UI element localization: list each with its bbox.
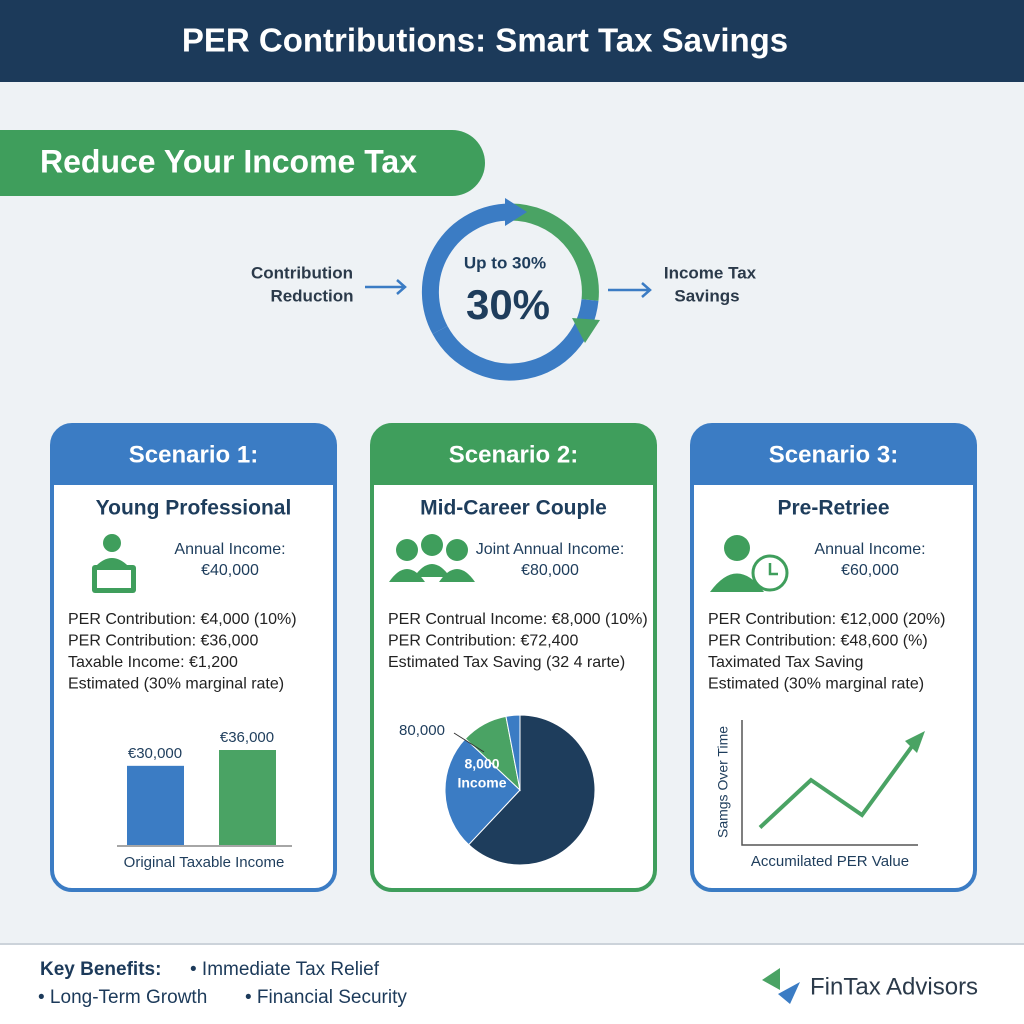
card-header	[52, 425, 335, 485]
banner-title: Reduce Your Income Tax	[40, 143, 417, 179]
detail-line: PER Contribution: €72,400	[388, 633, 578, 650]
pie-slice	[505, 714, 521, 791]
page-title: PER Contributions: Smart Tax Savings	[182, 22, 788, 59]
footer	[0, 944, 1024, 1024]
icon	[103, 534, 121, 552]
pie-annotation: 80,000	[399, 722, 445, 739]
detail-line: PER Contribution: €36,000	[68, 633, 258, 650]
detail-line: PER Contribution: €4,000 (10%)	[68, 611, 297, 628]
arrow	[365, 279, 407, 295]
flow-left: Reduction	[270, 286, 353, 305]
footer-item: • Financial Security	[245, 987, 407, 1008]
income-value: €80,000	[521, 562, 579, 579]
logo-mark	[762, 968, 780, 990]
ring-value: 30%	[466, 281, 550, 328]
pie-slice	[444, 737, 521, 846]
leader	[453, 732, 485, 753]
axes	[741, 720, 918, 846]
detail-line: Estimated (30% marginal rate)	[708, 676, 924, 693]
icon	[396, 539, 418, 561]
y-axis-label: Samgs Over Time	[715, 726, 731, 838]
bar	[219, 750, 276, 845]
icon	[389, 569, 425, 582]
card-title: Mid-Career Couple	[420, 497, 607, 520]
icon	[414, 564, 450, 577]
card-title: Young Professional	[96, 497, 292, 520]
card-header-text: Scenario 3:	[769, 441, 898, 468]
income-value: €60,000	[841, 562, 899, 579]
icon	[768, 563, 778, 576]
arrow-head	[905, 731, 925, 753]
ring-label: Up to 30%	[464, 253, 546, 272]
income-label: Annual Income:	[174, 541, 285, 558]
ring-green	[509, 203, 599, 301]
bar	[127, 765, 184, 845]
icon	[421, 534, 443, 556]
detail-line: Taxable Income: €1,200	[68, 654, 238, 671]
flow-right: Savings	[674, 286, 739, 305]
income-label: Joint Annual Income:	[476, 541, 625, 558]
flow-right: Income Tax	[664, 263, 757, 282]
icon	[710, 573, 764, 592]
scenario-cards: Scenario 1: Young Professional Annual Inco…	[50, 423, 977, 892]
footer-label: Key Benefits:	[40, 959, 161, 980]
line	[758, 743, 915, 829]
detail-line: PER Contribution: €12,000 (20%)	[708, 611, 945, 628]
pie-slice	[467, 714, 596, 866]
card-header	[692, 425, 975, 485]
brand: FinTax Advisors	[810, 973, 978, 1000]
logo-mark	[778, 982, 800, 1004]
flow-left: Contribution	[251, 263, 353, 282]
card-header-text: Scenario 1:	[129, 441, 258, 468]
header-bar	[0, 0, 1024, 82]
bar-label: €36,000	[220, 729, 274, 746]
detail-line: Estimated Tax Saving (32 4 rarte)	[388, 654, 625, 671]
bar-label: €30,000	[128, 745, 182, 762]
icon	[724, 535, 750, 561]
icon	[97, 570, 131, 588]
income-label: Annual Income:	[814, 541, 925, 558]
pie-annotation: Income	[457, 775, 506, 791]
icon	[439, 569, 475, 582]
card-title: Pre-Retriee	[777, 497, 889, 520]
footer-item: • Immediate Tax Relief	[190, 959, 380, 980]
footer-item: • Long-Term Growth	[38, 987, 207, 1008]
ring-arrow	[572, 318, 600, 343]
x-axis-label: Accumilated PER Value	[751, 853, 909, 870]
chart-caption: Original Taxable Income	[124, 854, 285, 871]
income-value: €40,000	[201, 562, 259, 579]
banner	[0, 130, 485, 196]
ring-arrow	[505, 198, 527, 226]
detail-line: PER Contrual Income: €8,000 (10%)	[388, 611, 648, 628]
card-header-text: Scenario 2:	[449, 441, 578, 468]
detail-line: PER Contribution: €48,600 (%)	[708, 633, 928, 650]
detail-line: Estimated (30% marginal rate)	[68, 676, 284, 693]
card-header	[372, 425, 655, 485]
detail-line: Taximated Tax Saving	[708, 654, 863, 671]
pie-annotation: 8,000	[464, 756, 499, 772]
icon	[446, 539, 468, 561]
arrow	[608, 282, 652, 298]
ring-blue	[421, 203, 511, 335]
